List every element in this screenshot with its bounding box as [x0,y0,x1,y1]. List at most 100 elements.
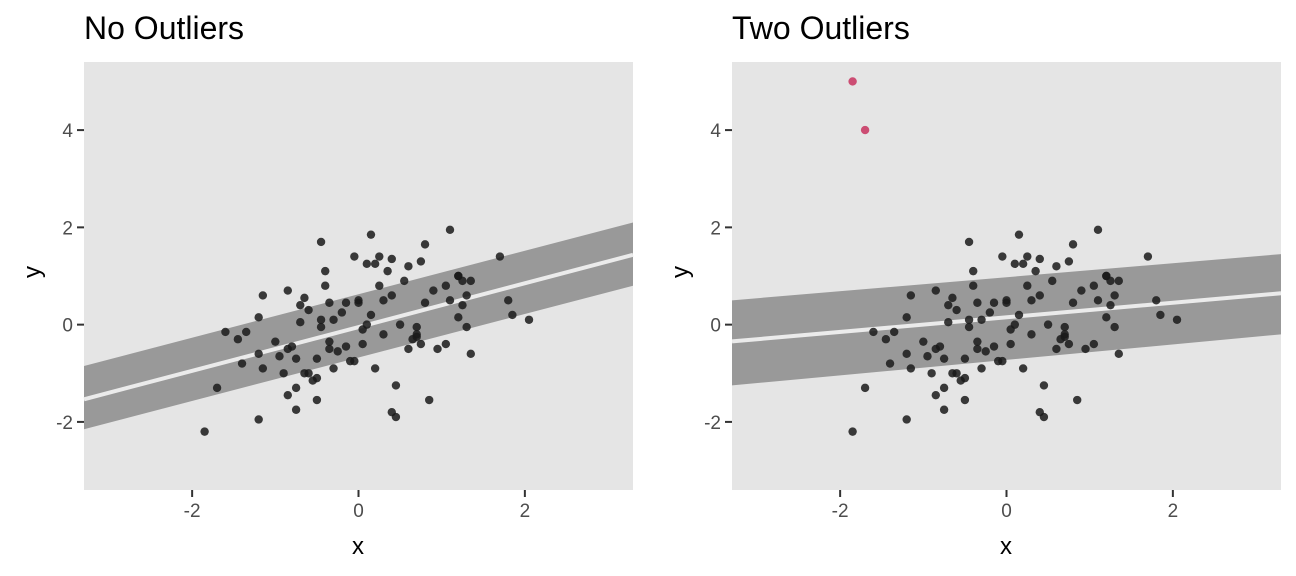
scatter-point [1102,271,1111,281]
y-tick-label: 2 [710,218,721,239]
scatter-point [321,281,330,290]
scatter-point [1018,259,1028,269]
scatter-point [341,342,351,351]
confidence-ribbon-group [732,254,1281,386]
scatter-point [969,266,978,276]
scatter-point [1073,395,1082,405]
scatter-point [964,315,974,324]
scatter-point [998,356,1007,366]
scatter-point [321,266,330,276]
scatter-point [379,296,388,305]
confidence-ribbon [732,254,1281,386]
fit-line-group [731,291,1282,344]
scatter-point [869,327,878,337]
scatter-point [998,252,1007,261]
scatter-point [964,322,974,332]
scatter-point [312,395,322,405]
scatter-point [291,405,301,414]
scatter-point [304,369,313,378]
scatter-point [1068,240,1078,249]
y-axis: -2 0 2 4 [704,121,732,434]
scatter-point [296,318,305,327]
scatter-point [395,320,405,329]
scatter-point [1031,266,1040,276]
scatter-point [1039,381,1049,390]
scatter-point [1156,310,1165,320]
scatter-point [441,281,451,290]
scatter-point [1172,315,1182,324]
scatter-point [316,322,326,332]
y-tick-label: 2 [62,218,73,239]
scatter-point [1114,349,1123,359]
scatter-point [279,369,288,378]
scatter-point [283,390,292,400]
scatter-point [358,339,367,349]
scatter-point [362,259,372,269]
scatter-point [1152,296,1161,305]
x-tick-label: 0 [353,501,364,522]
scatter-point [466,276,475,286]
scatter-point [375,252,384,261]
scatter-point [200,427,209,436]
scatter-point [404,344,413,354]
y-tick-label: 0 [62,316,73,337]
y-axis-title: y [19,266,46,278]
scatter-point [466,349,475,359]
scatter-point [370,364,380,373]
scatter-point [977,364,986,373]
scatter-point [508,310,517,320]
scatter-point [989,298,999,307]
x-tick-label: 2 [1168,501,1179,522]
scatter-point [1106,300,1115,310]
scatter-point [462,322,471,332]
scatter-point [944,318,953,327]
scatter-point [1077,286,1086,295]
scatter-point [1064,339,1074,349]
scatter-point [445,296,455,305]
x-axis-title: x [352,533,364,560]
scatter-point [441,339,451,349]
scatter-point [400,276,409,286]
scatter-point [960,373,970,383]
scatter-point [1014,310,1024,320]
scatter-point [906,364,916,373]
scatter-point [325,337,334,346]
scatter-point [221,327,230,337]
y-tick-label: 4 [710,121,721,142]
scatter-point [860,383,870,393]
scatter-point [524,315,534,324]
scatter-point [370,259,380,269]
scatter-point [433,344,442,354]
y-axis: -2 0 2 4 [56,121,84,434]
scatter-point [890,327,899,337]
scatter-point [931,286,940,295]
scatter-point [375,281,384,290]
scatter-point [254,313,263,322]
scatter-point [973,337,982,346]
scatter-point [973,344,982,354]
data-points [848,225,1182,436]
scatter-point [341,298,351,307]
scatter-point [237,359,247,368]
scatter-point [316,315,326,324]
scatter-point [1027,296,1036,305]
scatter-point [848,427,857,436]
x-tick-label: -2 [832,501,849,522]
scatter-point [952,305,961,315]
scatter-point [952,369,961,378]
fit-line-group [83,252,634,402]
scatter-point [379,330,388,339]
scatter-point [258,291,268,300]
scatter-point [1089,339,1099,349]
scatter-point [383,266,392,276]
scatter-point [1035,254,1044,264]
scatter-point [300,293,309,303]
scatter-point [1052,262,1061,271]
scatter-point [1093,225,1103,234]
scatter-point [329,364,338,373]
scatter-point [366,230,376,239]
scatter-point [416,339,426,349]
scatter-point [1023,281,1032,290]
scatter-point [989,342,999,351]
scatter-point [1064,257,1074,266]
